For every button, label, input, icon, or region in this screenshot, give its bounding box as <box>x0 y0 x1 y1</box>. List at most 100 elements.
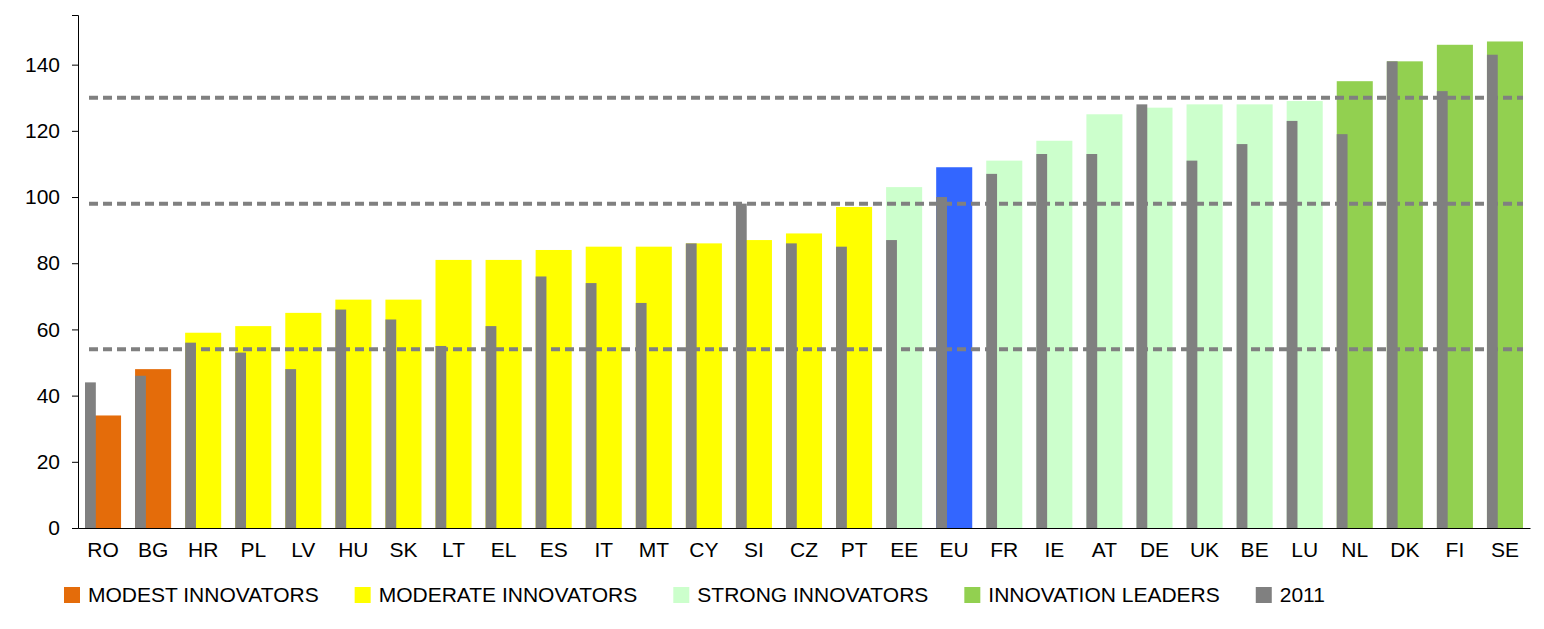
x-tick-label: IT <box>594 538 613 561</box>
y-tick: 100 <box>25 185 78 208</box>
reference-lines <box>89 98 1523 350</box>
x-tick-label: ES <box>540 538 568 561</box>
x-tick: AT <box>1092 528 1117 561</box>
bar <box>936 167 972 528</box>
bar <box>736 204 747 528</box>
x-tick-label: PT <box>841 538 868 561</box>
x-tick-label: HR <box>188 538 218 561</box>
x-tick: EE <box>890 528 918 561</box>
bar <box>686 243 697 528</box>
bar <box>1036 141 1072 528</box>
y-tick-mark <box>72 65 78 66</box>
x-tick-label: CY <box>689 538 718 561</box>
x-tick: HU <box>338 528 368 561</box>
y-tick-mark <box>72 396 78 397</box>
x-tick-label: EE <box>890 538 918 561</box>
x-tick-label: EU <box>940 538 969 561</box>
legend-label: INNOVATION LEADERS <box>988 583 1219 606</box>
x-tick-label: FI <box>1446 538 1465 561</box>
x-tick: MT <box>639 528 669 561</box>
y-tick-label: 0 <box>48 516 60 539</box>
x-tick: CZ <box>790 528 818 561</box>
x-tick: SE <box>1491 528 1519 561</box>
x-tick: UK <box>1190 528 1219 561</box>
x-tick: DE <box>1140 528 1169 561</box>
x-tick-label: SK <box>389 538 417 561</box>
x-tick-label: DE <box>1140 538 1169 561</box>
y-tick-mark <box>72 263 78 264</box>
x-tick: ES <box>540 528 568 561</box>
x-tick-label: SI <box>744 538 764 561</box>
bar <box>185 333 221 528</box>
x-tick: PL <box>240 528 266 561</box>
bar <box>636 303 647 528</box>
x-axis: ROBGHRPLLVHUSKLTELESITMTCYSICZPTEEEUFRIE… <box>79 528 1531 561</box>
x-tick: LV <box>291 528 315 561</box>
bar <box>586 247 622 528</box>
x-tick-label: SE <box>1491 538 1519 561</box>
bar <box>1487 41 1523 528</box>
reference-line <box>89 96 1523 100</box>
x-tick: LT <box>442 528 465 561</box>
bar <box>1287 121 1298 528</box>
current-bars <box>85 41 1523 528</box>
x-tick-label: LT <box>442 538 465 561</box>
bar <box>836 207 872 528</box>
y-tick-mark <box>72 528 78 529</box>
bar <box>486 260 522 528</box>
bar <box>1337 81 1373 528</box>
y-tick-mark <box>72 197 78 198</box>
y-axis-line <box>72 16 79 529</box>
y-tick-label: 60 <box>37 318 60 341</box>
y-tick: 20 <box>37 450 78 473</box>
legend-swatch <box>673 587 689 603</box>
bar <box>836 247 847 528</box>
x-tick: SK <box>389 528 417 561</box>
y-tick-label: 40 <box>37 384 60 407</box>
bar <box>586 283 597 528</box>
bar <box>385 300 421 528</box>
x-tick: FR <box>990 528 1018 561</box>
bar <box>135 376 146 528</box>
bar <box>886 240 897 528</box>
legend-swatch <box>1256 587 1272 603</box>
y-tick-label: 20 <box>37 450 60 473</box>
bar <box>1187 104 1223 528</box>
bar <box>285 369 296 528</box>
x-tick-label: DK <box>1390 538 1419 561</box>
legend-item: INNOVATION LEADERS <box>964 583 1219 606</box>
bar <box>536 276 547 528</box>
bar <box>1387 61 1423 528</box>
y-tick-label: 120 <box>25 119 60 142</box>
y-tick: 0 <box>48 516 78 539</box>
x-tick-label: UK <box>1190 538 1219 561</box>
bar <box>435 260 471 528</box>
bar <box>335 310 346 528</box>
bar <box>235 326 271 528</box>
chart: 020406080100120140ROBGHRPLLVHUSKLTELESIT… <box>0 0 1544 629</box>
plot: 020406080100120140ROBGHRPLLVHUSKLTELESIT… <box>25 16 1531 561</box>
x-tick-label: IE <box>1044 538 1064 561</box>
bar <box>335 300 371 528</box>
legend-swatch <box>64 587 80 603</box>
x-tick: IT <box>594 528 613 561</box>
marks <box>85 41 1523 528</box>
legend-swatch <box>964 587 980 603</box>
x-tick: EU <box>940 528 969 561</box>
x-tick-label: BG <box>138 538 168 561</box>
bar <box>1187 161 1198 528</box>
bar <box>936 197 947 528</box>
y-axis: 020406080100120140 <box>25 16 79 540</box>
y-tick: 120 <box>25 119 78 142</box>
bar <box>636 247 672 528</box>
y-tick-label: 140 <box>25 53 60 76</box>
reference-line <box>89 347 1523 351</box>
bar <box>1136 104 1147 528</box>
x-tick-label: NL <box>1341 538 1368 561</box>
bar <box>285 313 321 528</box>
x-tick: RO <box>87 528 119 561</box>
legend-label: MODEST INNOVATORS <box>88 583 319 606</box>
bar <box>686 243 722 528</box>
bar <box>1287 101 1323 528</box>
y-tick-label: 100 <box>25 185 60 208</box>
